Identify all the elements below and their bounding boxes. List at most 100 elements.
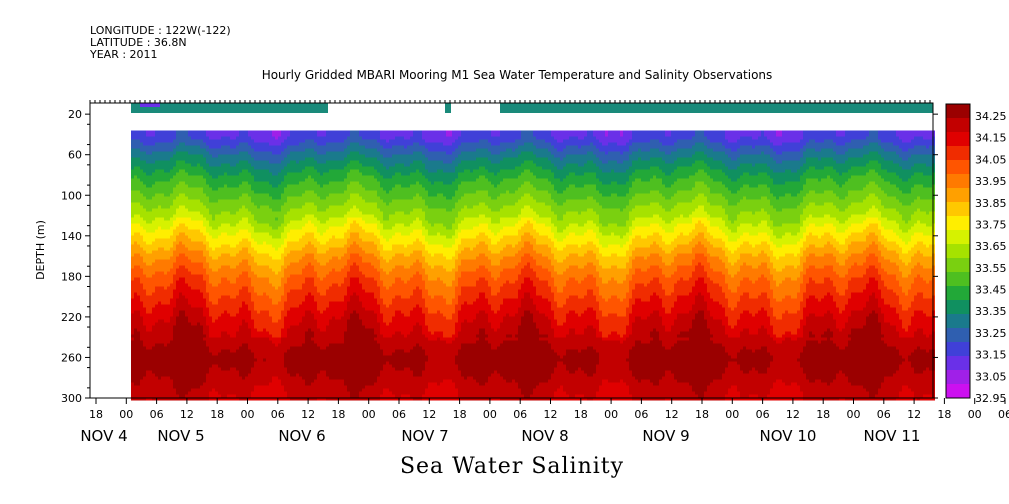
heatmap-cell (200, 355, 203, 359)
heatmap-cell (206, 334, 209, 338)
heatmap-cell (251, 139, 254, 143)
heatmap-cell (146, 376, 149, 380)
heatmap-cell (197, 208, 200, 212)
heatmap-cell (146, 229, 149, 233)
heatmap-cell (197, 301, 200, 305)
heatmap-cell (266, 256, 269, 260)
heatmap-cell (263, 280, 266, 284)
heatmap-cell (287, 382, 290, 386)
heatmap-cell (230, 391, 233, 395)
heatmap-cell (173, 283, 176, 287)
heatmap-cell (224, 340, 227, 344)
heatmap-cell (212, 283, 215, 287)
heatmap-cell (155, 178, 158, 182)
heatmap-cell (239, 250, 242, 254)
heatmap-cell (233, 382, 236, 386)
heatmap-cell (203, 373, 206, 377)
heatmap-cell (155, 274, 158, 278)
heatmap-cell (158, 295, 161, 299)
heatmap-cell (200, 328, 203, 332)
heatmap-cell (251, 265, 254, 269)
heatmap-cell (245, 220, 248, 224)
heatmap-cell (179, 151, 182, 155)
heatmap-cell (224, 280, 227, 284)
heatmap-cell (212, 265, 215, 269)
heatmap-cell (179, 250, 182, 254)
heatmap-cell (170, 268, 173, 272)
heatmap-cell (248, 337, 251, 341)
heatmap-cell (152, 268, 155, 272)
heatmap-cell (290, 202, 293, 206)
heatmap-cell (179, 226, 182, 230)
heatmap-cell (269, 394, 272, 398)
heatmap-cell (266, 337, 269, 341)
heatmap-cell (209, 241, 212, 245)
heatmap-cell (191, 277, 194, 281)
heatmap-cell (149, 280, 152, 284)
heatmap-cell (230, 169, 233, 173)
heatmap-cell (215, 289, 218, 293)
heatmap-cell (281, 280, 284, 284)
heatmap-cell (272, 130, 275, 134)
heatmap-cell (200, 352, 203, 356)
heatmap-cell (230, 325, 233, 329)
heatmap-cell (197, 220, 200, 224)
heatmap-cell (275, 187, 278, 191)
heatmap-cell (173, 262, 176, 266)
heatmap-cell (203, 286, 206, 290)
heatmap-cell (245, 211, 248, 215)
heatmap-cell (140, 169, 143, 173)
heatmap-cell (200, 280, 203, 284)
heatmap-cell (206, 325, 209, 329)
heatmap-cell (272, 397, 275, 401)
heatmap-cell (176, 196, 179, 200)
heatmap-cell (218, 136, 221, 140)
heatmap-cell (287, 316, 290, 320)
heatmap-cell (206, 358, 209, 362)
heatmap-cell (233, 394, 236, 398)
heatmap-cell (149, 217, 152, 221)
heatmap-cell (158, 373, 161, 377)
heatmap-cell (224, 163, 227, 167)
heatmap-cell (263, 130, 266, 134)
heatmap-cell (161, 181, 164, 185)
heatmap-cell (203, 136, 206, 140)
heatmap-cell (140, 196, 143, 200)
heatmap-cell (203, 181, 206, 185)
heatmap-cell (155, 148, 158, 152)
heatmap-cell (149, 334, 152, 338)
heatmap-cell (158, 142, 161, 146)
heatmap-cell (152, 292, 155, 296)
heatmap-cell (257, 313, 260, 317)
heatmap-cell (227, 187, 230, 191)
heatmap-cell (179, 244, 182, 248)
heatmap-cell (290, 316, 293, 320)
heatmap-cell (131, 241, 134, 245)
heatmap-cell (155, 151, 158, 155)
heatmap-cell (281, 352, 284, 356)
heatmap-cell (176, 208, 179, 212)
heatmap-cell (260, 301, 263, 305)
heatmap-cell (254, 157, 257, 161)
heatmap-cell (149, 250, 152, 254)
heatmap-cell (245, 367, 248, 371)
heatmap-cell (170, 190, 173, 194)
heatmap-cell (134, 373, 137, 377)
heatmap-cell (287, 292, 290, 296)
heatmap-cell (272, 349, 275, 353)
heatmap-cell (191, 142, 194, 146)
heatmap-cell (218, 223, 221, 227)
heatmap-cell (236, 316, 239, 320)
heatmap-cell (290, 199, 293, 203)
heatmap-cell (212, 178, 215, 182)
heatmap-cell (146, 364, 149, 368)
heatmap-cell (194, 286, 197, 290)
heatmap-cell (221, 358, 224, 362)
heatmap-cell (212, 292, 215, 296)
heatmap-cell (185, 265, 188, 269)
heatmap-cell (167, 298, 170, 302)
heatmap-cell (284, 142, 287, 146)
heatmap-cell (221, 229, 224, 233)
heatmap-cell (245, 238, 248, 242)
heatmap-cell (164, 268, 167, 272)
